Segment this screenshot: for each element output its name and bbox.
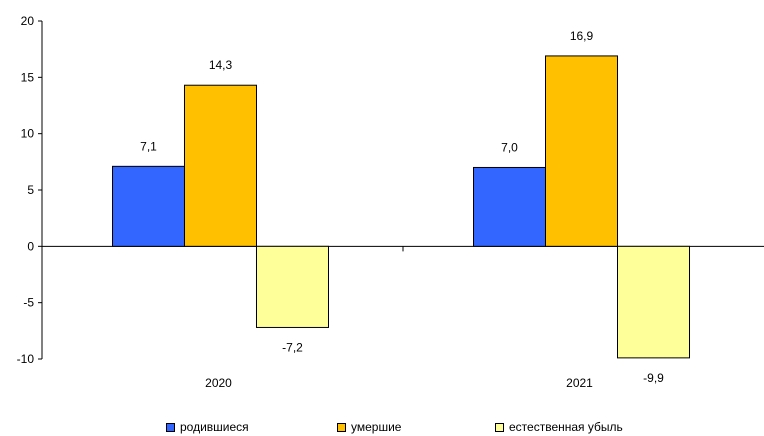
bar [184, 84, 257, 247]
bar [473, 166, 546, 247]
data-label: 7,0 [501, 140, 518, 154]
legend-item-births: родившиеся [166, 420, 249, 434]
y-tick-label: 15 [21, 70, 35, 84]
y-tick-label: 10 [21, 127, 35, 141]
legend-item-natural-decrease: естественная убыль [495, 420, 623, 434]
legend: родившиеся умершие естественная убыль [0, 420, 764, 436]
y-tick-label: 5 [27, 183, 34, 197]
y-tick-label: -10 [17, 352, 35, 366]
legend-label-natural-decrease: естественная убыль [509, 420, 623, 434]
legend-swatch-deaths [337, 422, 346, 432]
legend-swatch-births [166, 422, 175, 432]
bar [545, 55, 618, 247]
y-tick-label: 20 [21, 14, 35, 28]
bar [112, 165, 185, 247]
x-tick-label: 2020 [205, 376, 232, 390]
bar [256, 245, 329, 328]
data-label: 7,1 [140, 139, 157, 153]
legend-label-births: родившиеся [180, 420, 249, 434]
y-tick-label: 0 [27, 239, 34, 253]
data-label: 14,3 [209, 58, 233, 72]
legend-item-deaths: умершие [337, 420, 401, 434]
bars-layer [112, 55, 690, 359]
legend-swatch-natural-decrease [495, 422, 504, 432]
x-tick-label: 2021 [566, 376, 593, 390]
y-tick-label: -5 [23, 296, 34, 310]
bar [617, 245, 690, 359]
labels-layer: 7,1 14,3 -7,2 2020 7,0 16,9 -9,9 2021 [140, 29, 664, 390]
data-label: -9,9 [643, 371, 664, 385]
bar-chart: 20 15 10 5 0 -5 -10 7,1 14,3 -7,2 2020 7,0 16,9 -9,9… [17, 14, 764, 390]
data-label: -7,2 [282, 340, 303, 354]
legend-label-deaths: умершие [351, 420, 402, 434]
data-label: 16,9 [570, 29, 594, 43]
